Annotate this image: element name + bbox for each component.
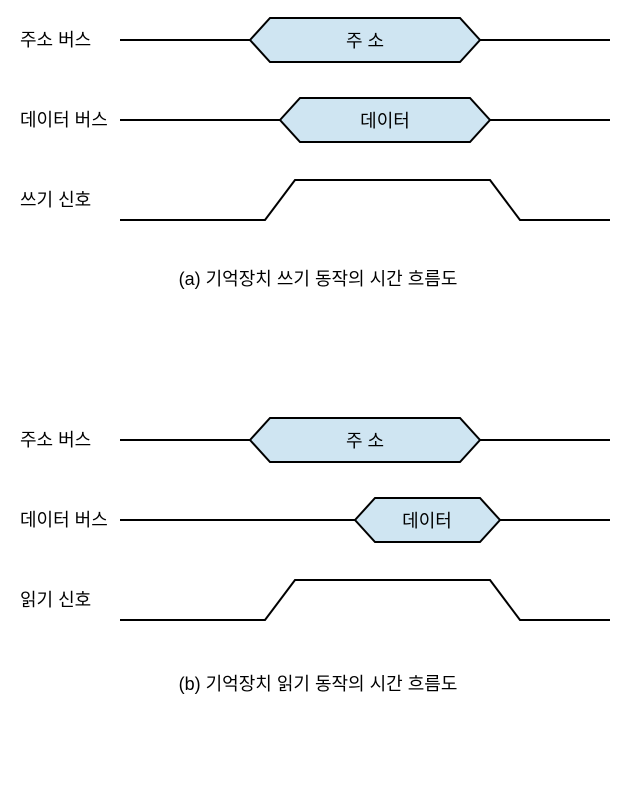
row-address-a: 주소 버스 주 소 xyxy=(20,18,610,62)
row-read-b: 읽기 신호 xyxy=(20,580,610,620)
label-data-a: 데이터 버스 xyxy=(20,110,108,130)
timing-diagram-svg: 주소 버스 주 소 데이터 버스 데이터 쓰기 신호 (a) 기억장치 쓰기 동… xyxy=(0,0,636,794)
row-data-a: 데이터 버스 데이터 xyxy=(20,98,610,142)
read-b-pulse xyxy=(120,580,610,620)
data-b-hex-label: 데이터 xyxy=(402,511,452,531)
data-a-hex-label: 데이터 xyxy=(360,111,410,131)
addr-a-hex-label: 주 소 xyxy=(346,31,384,51)
panel-b: 주소 버스 주 소 데이터 버스 데이터 읽기 신호 (b) 기억장치 읽기 동… xyxy=(20,418,610,694)
label-address-b: 주소 버스 xyxy=(20,430,91,450)
label-data-b: 데이터 버스 xyxy=(20,510,108,530)
panel-a: 주소 버스 주 소 데이터 버스 데이터 쓰기 신호 (a) 기억장치 쓰기 동… xyxy=(20,18,610,289)
write-a-pulse xyxy=(120,180,610,220)
label-read-b: 읽기 신호 xyxy=(20,590,91,610)
label-write-a: 쓰기 신호 xyxy=(20,190,91,210)
row-address-b: 주소 버스 주 소 xyxy=(20,418,610,462)
diagram-container: 주소 버스 주 소 데이터 버스 데이터 쓰기 신호 (a) 기억장치 쓰기 동… xyxy=(0,0,636,794)
addr-b-hex-label: 주 소 xyxy=(346,431,384,451)
row-data-b: 데이터 버스 데이터 xyxy=(20,498,610,542)
label-address-a: 주소 버스 xyxy=(20,30,91,50)
caption-a: (a) 기억장치 쓰기 동작의 시간 흐름도 xyxy=(179,269,458,289)
row-write-a: 쓰기 신호 xyxy=(20,180,610,220)
caption-b: (b) 기억장치 읽기 동작의 시간 흐름도 xyxy=(179,674,458,694)
